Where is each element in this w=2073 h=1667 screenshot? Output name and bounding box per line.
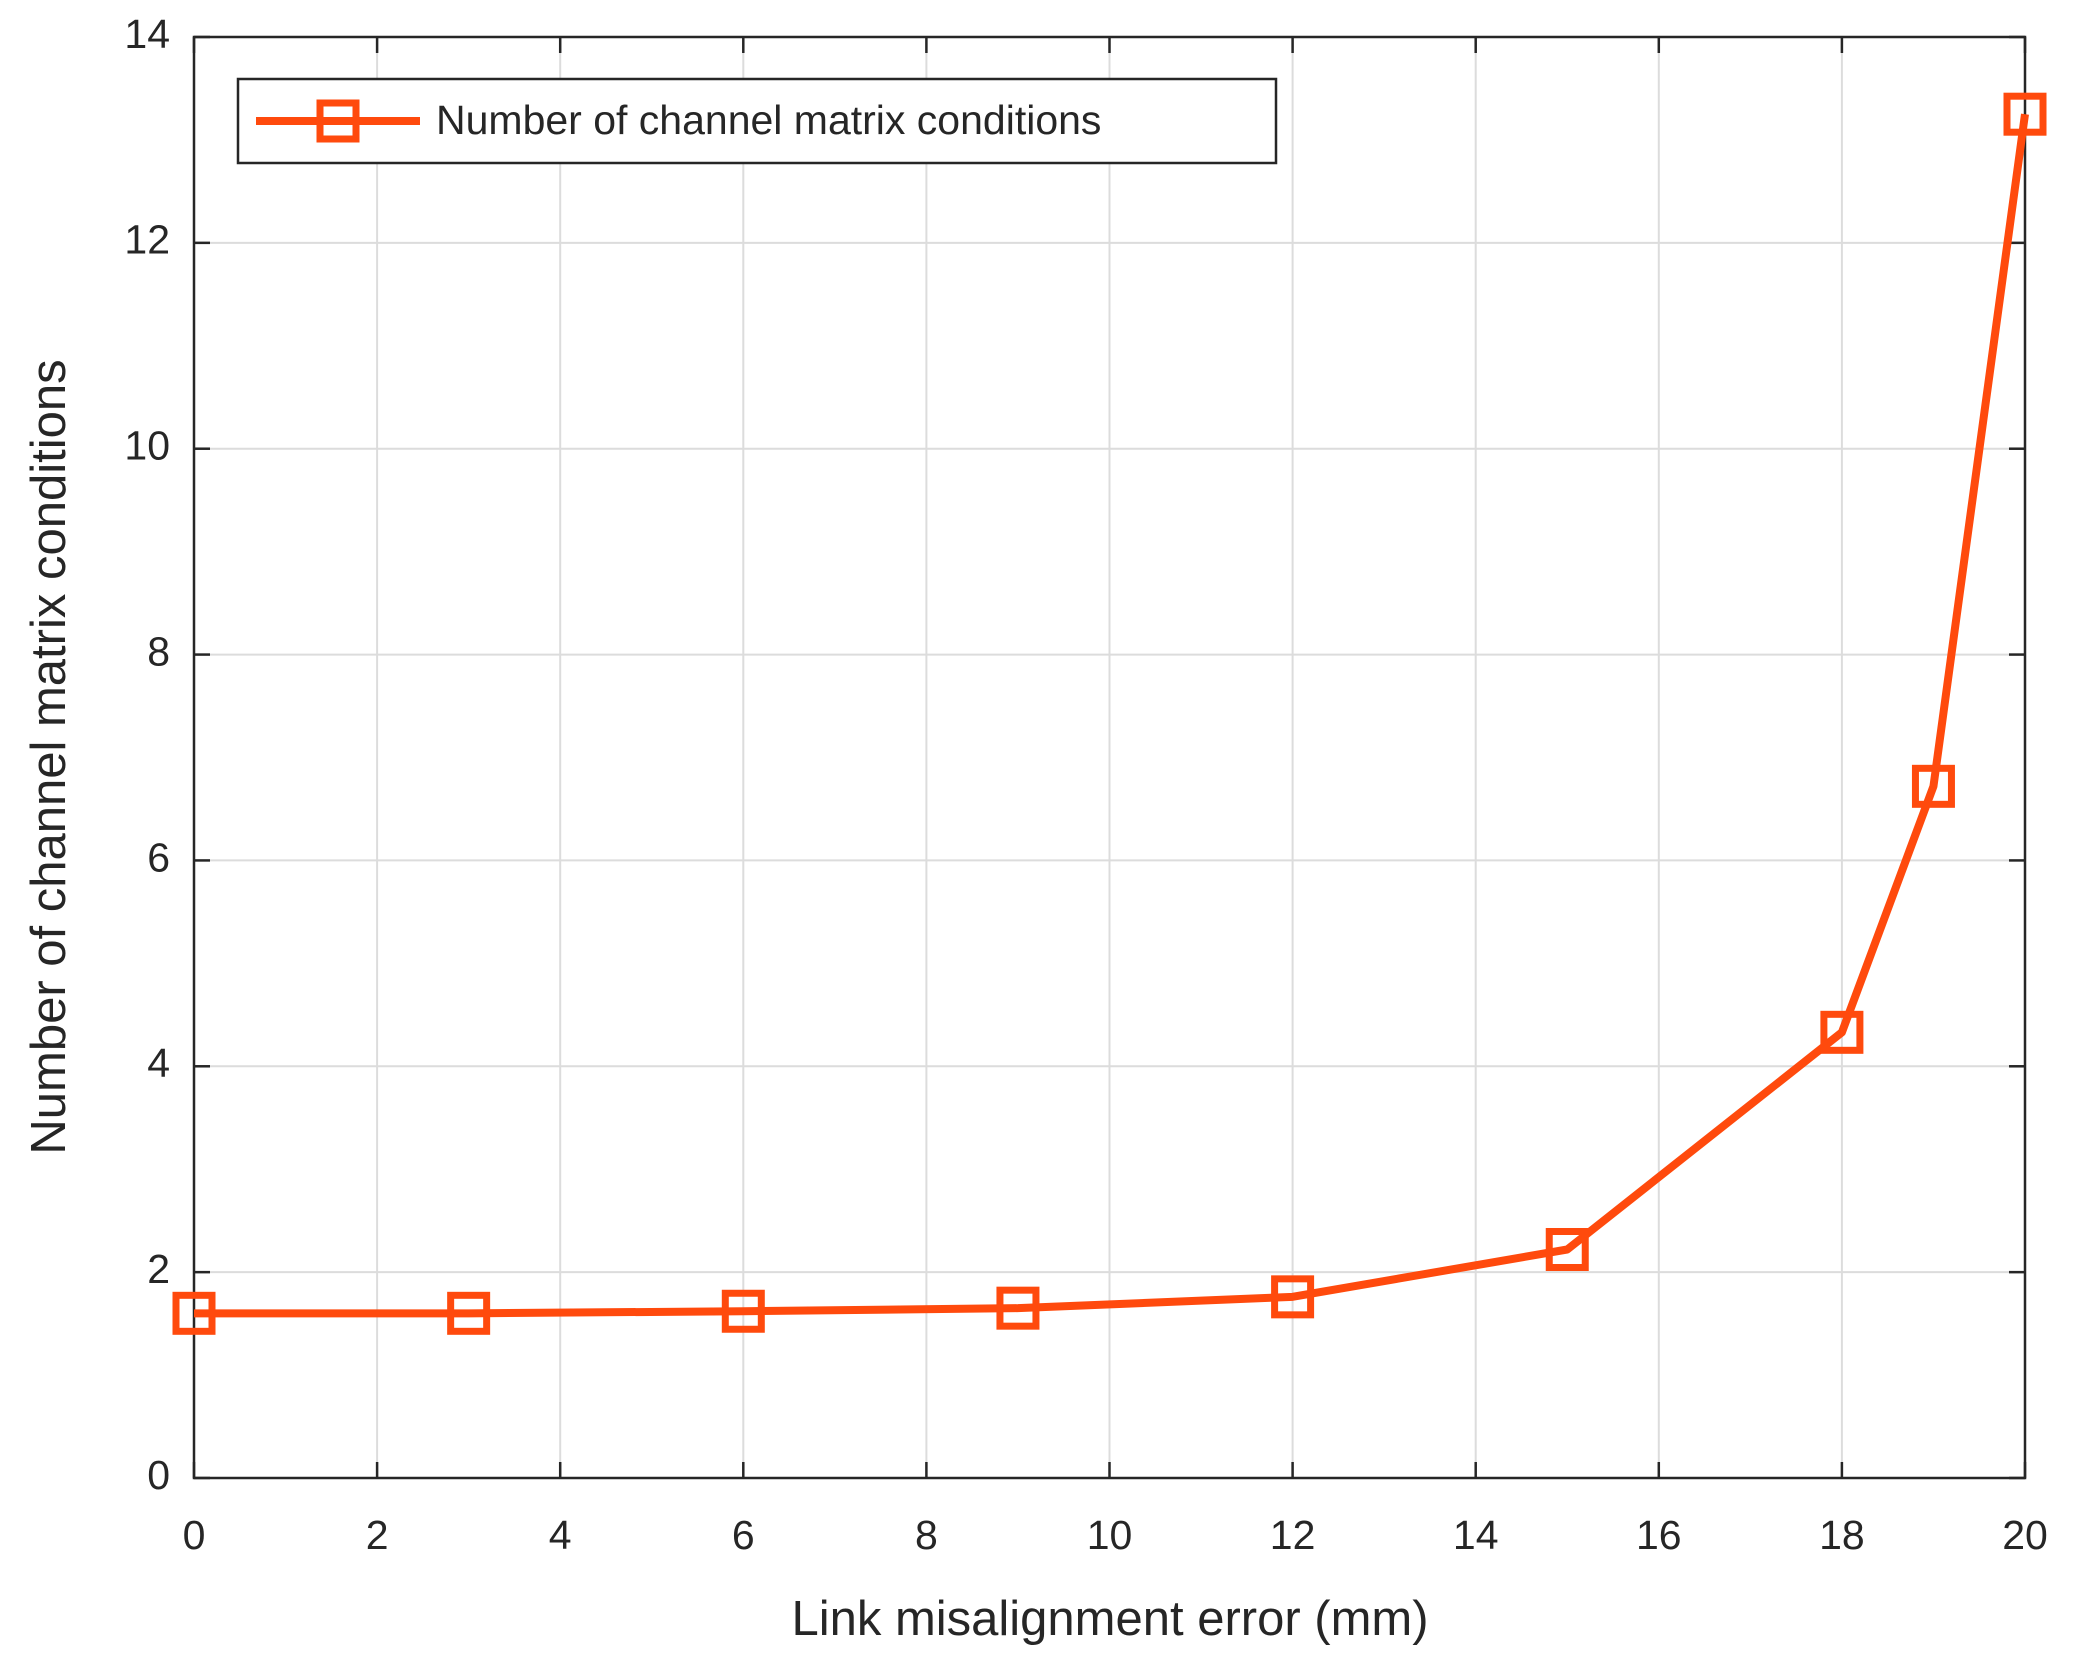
marker: [172, 1291, 216, 1335]
y-tick-label: 12: [124, 217, 170, 263]
y-tick-label: 4: [147, 1040, 170, 1086]
x-tick-label: 10: [1087, 1512, 1133, 1558]
x-tick-label: 8: [915, 1512, 938, 1558]
x-tick-label: 18: [1819, 1512, 1865, 1558]
legend-text: Number of channel matrix conditions: [436, 97, 1101, 143]
series-line: [194, 113, 2029, 1318]
axes-box: [192, 35, 2027, 1480]
marker: [1545, 1227, 1589, 1271]
x-axis-label: Link misalignment error (mm): [791, 1592, 1428, 1646]
x-tick-label: 6: [732, 1512, 755, 1558]
marker: [447, 1291, 491, 1335]
x-tick-label: 12: [1270, 1512, 1316, 1558]
x-tick-label: 2: [366, 1512, 389, 1558]
x-tick-label: 14: [1453, 1512, 1499, 1558]
legend-marker: [316, 99, 360, 143]
y-tick-label: 14: [124, 11, 170, 57]
marker: [1911, 764, 1955, 808]
y-tick-label: 0: [147, 1452, 170, 1498]
marker: [1820, 1010, 1864, 1054]
x-tick-label: 16: [1636, 1512, 1682, 1558]
y-axis-label: Number of channel matrix conditions: [22, 359, 76, 1154]
marker: [2003, 92, 2047, 136]
marker: [1271, 1275, 1315, 1319]
x-tick-label: 0: [183, 1512, 206, 1558]
x-tick-label: 20: [2002, 1512, 2048, 1558]
y-tick-label: 2: [147, 1246, 170, 1292]
x-tick-label: 4: [549, 1512, 572, 1558]
marker: [721, 1289, 765, 1333]
y-tick-label: 10: [124, 423, 170, 469]
y-tick-label: 6: [147, 834, 170, 880]
y-tick-label: 8: [147, 628, 170, 674]
marker: [996, 1286, 1040, 1330]
